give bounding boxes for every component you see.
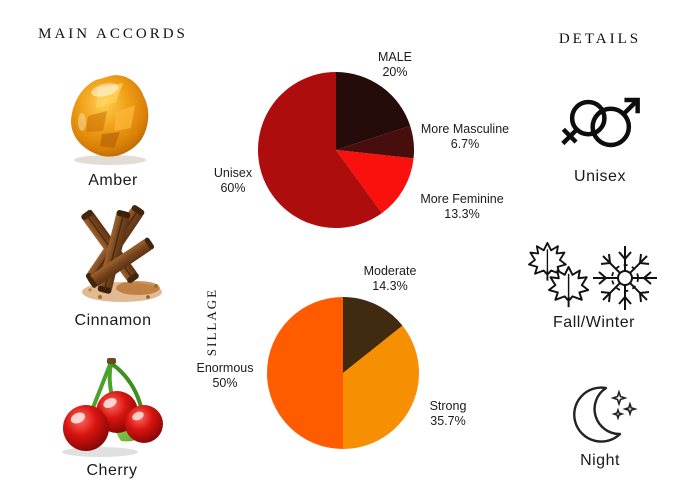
pie-label-strong: Strong 35.7% xyxy=(415,399,481,429)
detail-label-season: Fall/Winter xyxy=(553,314,635,331)
pie-label-moderate-name: Moderate xyxy=(363,264,417,278)
pie-label-unisex-name: Unisex xyxy=(213,166,253,180)
maple-leaves-snowflake-icon xyxy=(528,242,657,310)
pie-label-unisex-pct: 60% xyxy=(220,181,246,195)
pie-label-more-feminine: More Feminine 13.3% xyxy=(412,192,512,222)
stem-top xyxy=(107,358,116,364)
pie-label-unisex: Unisex 60% xyxy=(200,166,266,196)
amber-shadow xyxy=(74,155,146,165)
detail-label-time: Night xyxy=(580,452,620,469)
pie-label-more-masculine: More Masculine 6.7% xyxy=(415,122,515,152)
cinnamon-sticks-image xyxy=(81,205,162,302)
accord-label-cherry: Cherry xyxy=(86,462,138,479)
pie-label-male-pct: 20% xyxy=(382,65,408,79)
pie-label-enormous-name: Enormous xyxy=(196,361,254,375)
cherry-fruit xyxy=(63,405,109,451)
pie-label-moderate-pct: 14.3% xyxy=(372,279,408,293)
cherries-image xyxy=(62,358,163,457)
pie-label-enormous: Enormous 50% xyxy=(191,361,259,391)
snowflake-icon xyxy=(593,246,657,310)
pie-slice-unisex xyxy=(258,72,382,228)
sparkle-stars xyxy=(610,389,638,421)
main-accords-title: MAIN ACCORDS xyxy=(38,26,188,42)
pie-label-male-name: MALE xyxy=(377,50,413,64)
pie-slice-moderate xyxy=(343,297,403,373)
maple-leaf-icon xyxy=(528,242,590,309)
pie-slice-more-feminine xyxy=(336,150,414,214)
pie-slice-male xyxy=(336,72,411,150)
snowflake-branches xyxy=(598,251,652,305)
pie-label-enormous-pct: 50% xyxy=(212,376,238,390)
detail-label-gender: Unisex xyxy=(574,168,626,185)
cinnamon-stick xyxy=(87,237,155,288)
crescent-moon-stars-icon xyxy=(573,386,638,443)
pie-label-moderate: Moderate 14.3% xyxy=(350,264,430,294)
details-title: DETAILS xyxy=(558,31,642,47)
pie-label-more-feminine-name: More Feminine xyxy=(420,192,504,206)
pie-label-more-masculine-name: More Masculine xyxy=(420,122,510,136)
pie-label-strong-pct: 35.7% xyxy=(430,414,466,428)
crescent-moon xyxy=(573,386,622,443)
unisex-gender-symbols-icon xyxy=(561,97,640,148)
pie-label-male: MALE 20% xyxy=(358,50,432,80)
pie-slice-strong xyxy=(343,325,419,449)
pie-label-more-masculine-pct: 6.7% xyxy=(450,137,480,151)
pie-slice-more-masculine xyxy=(336,125,414,159)
amber-blob xyxy=(71,75,149,157)
gender-pie-chart xyxy=(258,72,414,228)
pie-label-strong-name: Strong xyxy=(429,399,467,413)
female-symbol xyxy=(561,99,607,146)
cherry-fruit xyxy=(125,405,163,443)
pie-label-more-feminine-pct: 13.3% xyxy=(444,207,480,221)
sillage-pie-chart xyxy=(267,297,419,449)
cherry-shadow xyxy=(62,447,138,457)
pie-slice-enormous xyxy=(267,297,343,449)
accord-label-amber: Amber xyxy=(88,172,138,189)
male-symbol xyxy=(590,97,640,148)
accord-label-cinnamon: Cinnamon xyxy=(74,312,152,329)
amber-resin-image xyxy=(71,75,149,165)
